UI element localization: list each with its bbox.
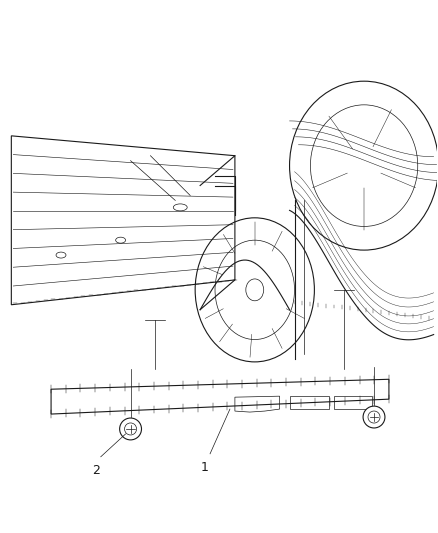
Bar — [334, 396, 372, 409]
Ellipse shape — [363, 406, 385, 428]
Bar — [290, 396, 329, 409]
Text: 1: 1 — [201, 461, 209, 474]
Text: 2: 2 — [92, 464, 100, 477]
Ellipse shape — [120, 418, 141, 440]
